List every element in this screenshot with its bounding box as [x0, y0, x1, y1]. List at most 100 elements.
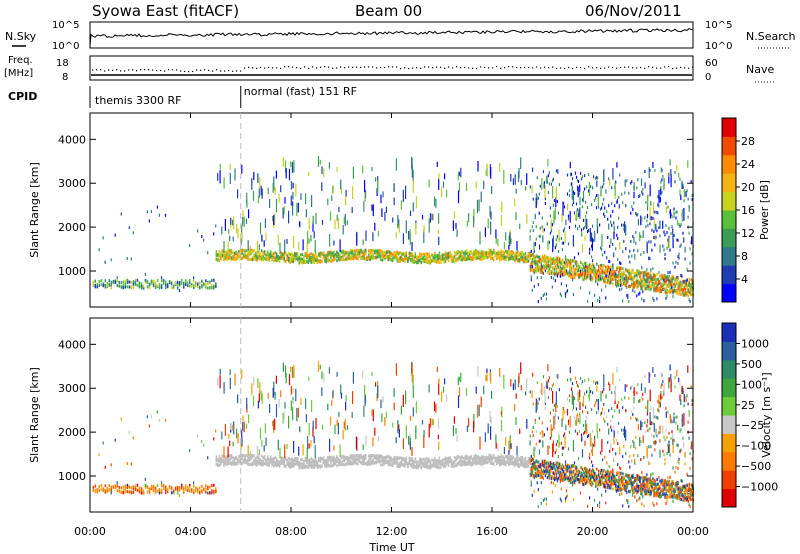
power-cell: [594, 293, 596, 297]
power-cell: [636, 294, 638, 298]
velocity-cell: [480, 456, 483, 460]
velocity-cell: [218, 454, 221, 458]
power-cell: [288, 210, 290, 224]
power-cell: [642, 282, 644, 286]
power-cell: [249, 245, 251, 253]
power-cell: [548, 182, 550, 186]
power-cell: [660, 180, 662, 184]
velocity-cell: [500, 454, 502, 458]
power-cell: [291, 259, 293, 263]
freq-unit-label: [MHz]: [4, 68, 33, 79]
power-cell: [371, 204, 373, 211]
velocity-cell: [476, 457, 478, 461]
power-cell: [342, 225, 344, 235]
power-cell: [597, 298, 599, 302]
power-cell: [621, 192, 623, 196]
velocity-cell: [156, 484, 159, 487]
nave-point: [136, 70, 138, 72]
power-cell: [301, 253, 304, 256]
power-cell: [618, 204, 620, 209]
power-cell: [404, 257, 406, 261]
power-cell: [473, 252, 475, 256]
power-cell: [561, 241, 563, 245]
nave-point: [444, 67, 446, 69]
power-cell: [193, 284, 195, 288]
power-cell: [508, 250, 510, 254]
power-cell: [462, 251, 465, 255]
power-cell: [624, 277, 626, 281]
power-cell: [600, 274, 602, 278]
power-cell: [233, 216, 235, 230]
velocity-cell: [393, 457, 395, 461]
power-cell: [253, 257, 255, 260]
power-cell: [253, 249, 255, 253]
power-cell: [634, 256, 636, 260]
nave-point: [212, 70, 214, 72]
nave-point: [372, 66, 374, 68]
power-cell: [590, 271, 592, 275]
power-cell: [551, 285, 553, 289]
power-cell: [687, 284, 689, 287]
velocity-cell: [104, 488, 107, 492]
power-cell: [628, 284, 630, 288]
power-cell: [555, 197, 557, 208]
power-cell: [607, 217, 609, 221]
velocity-cell: [422, 457, 424, 461]
power-cell: [541, 271, 544, 274]
power-cell: [580, 261, 583, 265]
power-cell: [297, 252, 299, 256]
power-cell: [300, 253, 302, 257]
power-cell: [670, 169, 672, 176]
velocity-cell: [505, 460, 507, 464]
power-cell: [132, 280, 135, 284]
velocity-cell: [414, 457, 417, 461]
velocity-cell: [363, 454, 365, 458]
power-cell: [650, 201, 652, 206]
power-cell: [392, 253, 394, 257]
power-cell: [362, 239, 364, 245]
power-cell: [371, 166, 373, 172]
power-cell: [199, 281, 201, 285]
velocity-cell: [309, 460, 311, 464]
power-cell: [499, 254, 501, 258]
power-cell: [606, 274, 608, 278]
power-cell: [191, 285, 193, 288]
power-cell: [248, 252, 251, 256]
power-cell: [661, 282, 663, 286]
power-cell: [675, 282, 677, 286]
power-cell: [561, 266, 564, 270]
power-cell: [440, 260, 442, 264]
power-cell: [564, 268, 567, 272]
velocity-cell: [354, 460, 356, 464]
power-cell: [558, 269, 561, 273]
power-cell: [648, 257, 650, 261]
velocity-cell: [477, 461, 480, 465]
velocity-cell: [315, 457, 317, 461]
power-cell: [458, 182, 461, 192]
power-cell: [411, 165, 413, 178]
power-cell: [689, 261, 691, 265]
power-cell: [596, 272, 598, 276]
power-cell: [602, 202, 604, 206]
power-cell: [260, 249, 263, 253]
power-cell: [156, 284, 159, 288]
power-cell: [532, 221, 534, 224]
power-cell: [631, 280, 633, 284]
power-cell: [312, 215, 314, 225]
power-cell: [288, 168, 291, 181]
nave-point: [188, 71, 190, 73]
power-cell: [672, 228, 674, 235]
velocity-cell: [122, 488, 125, 492]
power-cell: [565, 260, 568, 264]
power-colorbar-tick-label: 28: [741, 135, 755, 148]
power-cell: [681, 289, 683, 293]
power-cell: [390, 258, 392, 262]
power-cell: [521, 255, 524, 259]
power-cell: [455, 253, 457, 257]
velocity-cell: [328, 463, 331, 467]
power-cell: [564, 292, 567, 296]
power-cell: [655, 281, 657, 285]
power-cell: [209, 286, 211, 290]
power-cell: [605, 265, 607, 269]
velocity-cell: [419, 462, 421, 466]
